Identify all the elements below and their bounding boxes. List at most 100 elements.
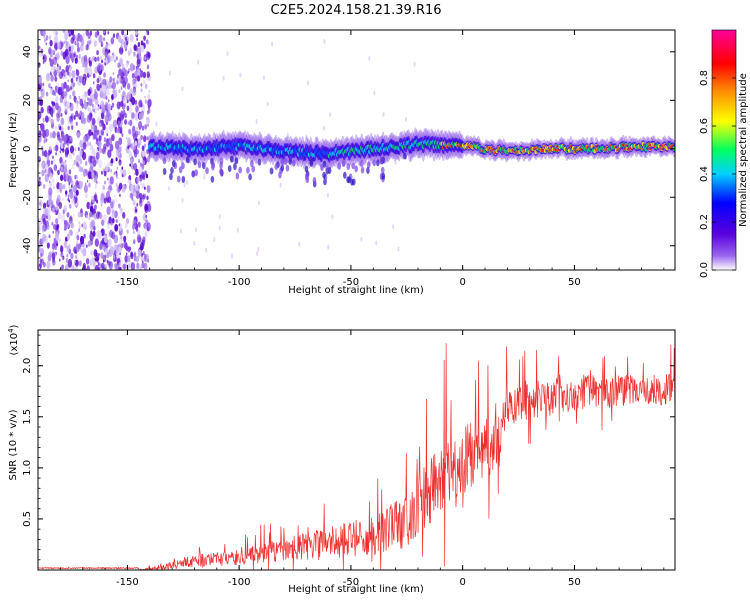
noise-blob: [144, 231, 148, 238]
noise-blob: [38, 75, 42, 84]
noise-blob: [81, 143, 84, 148]
noise-blob: [100, 84, 102, 88]
noise-blob: [46, 242, 50, 249]
noise-blob: [103, 170, 107, 177]
ridge-lobe: [176, 175, 181, 183]
noise-blob: [67, 71, 70, 76]
speckle: [306, 80, 309, 86]
y-tick-label: 0.5: [22, 511, 33, 527]
noise-blob: [121, 102, 124, 106]
noise-blob: [68, 64, 71, 69]
speckle: [255, 118, 258, 124]
noise-blob: [147, 123, 149, 127]
noise-blob: [72, 213, 75, 217]
noise-blob: [136, 58, 141, 68]
snr-x-axis: -150 -100 -50 0 50: [37, 330, 665, 588]
speckle: [298, 241, 301, 247]
noise-blob: [80, 38, 85, 47]
noise-blob: [143, 186, 146, 191]
noise-blob: [66, 101, 71, 109]
noise-blob: [96, 83, 101, 92]
noise-blob: [148, 153, 151, 157]
noise-blob: [68, 88, 71, 92]
noise-blob: [40, 253, 43, 258]
noise-blob: [119, 58, 123, 66]
noise-blob: [75, 34, 78, 39]
noise-blob: [38, 199, 43, 208]
noise-blob: [84, 160, 88, 166]
noise-blob: [144, 123, 148, 130]
noise-blob: [89, 37, 93, 45]
noise-blob: [41, 213, 46, 223]
noise-blob: [124, 86, 127, 90]
ridge-lobe: [292, 159, 296, 167]
noise-blob: [121, 30, 125, 36]
noise-blob: [133, 51, 136, 57]
noise-blob: [118, 89, 121, 94]
noise-blob: [57, 212, 62, 220]
speckle: [167, 185, 170, 191]
noise-blob: [55, 102, 59, 111]
noise-blob: [40, 258, 44, 265]
noise-blob: [46, 223, 50, 231]
noise-blob: [59, 156, 63, 164]
noise-blob: [126, 137, 131, 146]
speckle: [394, 160, 397, 166]
noise-blob: [53, 165, 57, 172]
noise-blob: [135, 30, 138, 36]
noise-blob: [48, 180, 51, 184]
noise-blob: [63, 31, 69, 40]
noise-blob: [147, 40, 150, 45]
noise-blob: [122, 263, 125, 269]
noise-blob: [63, 240, 68, 249]
colorbar-gradient: [711, 29, 737, 271]
noise-blob: [104, 51, 108, 58]
ridge-lobe: [312, 177, 317, 185]
noise-blob: [99, 147, 103, 154]
noise-blob: [68, 182, 71, 186]
noise-blob: [144, 56, 147, 61]
spectrogram-y-label: Frequency (Hz): [8, 112, 19, 188]
noise-blob: [91, 117, 96, 126]
ridge-peak: [640, 147, 644, 151]
ridge-lobe: [211, 163, 215, 171]
noise-blob: [65, 41, 69, 46]
snr-y-multiplier: (x104): [7, 324, 20, 355]
noise-blob: [103, 37, 105, 42]
noise-blob: [113, 160, 116, 164]
speckle: [279, 182, 282, 188]
noise-blob: [132, 239, 136, 245]
noise-blob: [101, 147, 106, 155]
noise-blob: [94, 238, 99, 247]
noise-blob: [38, 111, 42, 120]
noise-blob: [146, 110, 149, 115]
speckle: [186, 179, 189, 185]
noise-blob: [92, 159, 97, 167]
noise-blob: [48, 167, 51, 172]
x-tick-label: 0: [459, 577, 465, 588]
noise-blob: [60, 265, 63, 270]
noise-blob: [71, 163, 75, 169]
noise-blob: [89, 146, 92, 151]
noise-blob: [93, 226, 96, 231]
noise-blob: [67, 258, 73, 268]
ridge-lobe: [351, 162, 355, 170]
speckle: [266, 101, 269, 107]
noise-blob: [137, 253, 140, 259]
noise-blob: [98, 34, 103, 44]
noise-blob: [66, 246, 70, 253]
ridge-lobe: [194, 169, 199, 177]
noise-blob: [78, 54, 81, 59]
noise-blob: [120, 235, 123, 240]
noise-blob: [57, 83, 60, 87]
noise-blob: [60, 251, 64, 258]
noise-blob: [129, 119, 133, 127]
noise-blob: [76, 132, 81, 139]
noise-blob: [137, 130, 141, 136]
noise-blob: [52, 158, 56, 164]
noise-blob: [61, 213, 66, 222]
noise-blob: [100, 112, 105, 120]
noise-blob: [91, 171, 95, 178]
noise-blob: [101, 84, 107, 94]
y-tick-label: -40: [22, 238, 33, 254]
